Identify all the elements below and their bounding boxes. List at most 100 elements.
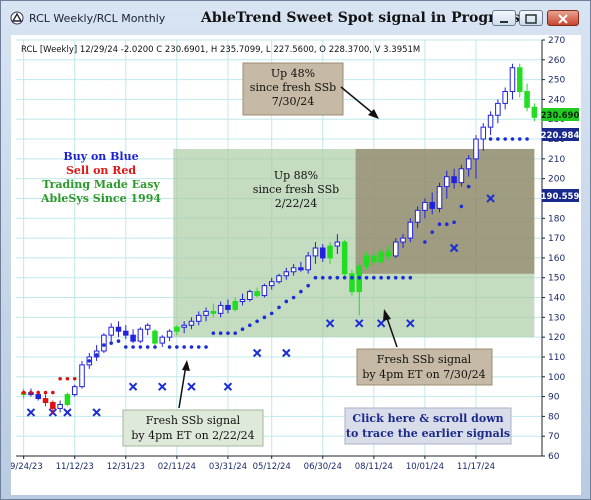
candle <box>320 244 326 262</box>
candle <box>152 329 158 346</box>
buy-dot <box>211 331 216 335</box>
x-tick-label: 08/11/24 <box>355 462 393 472</box>
candle <box>341 240 348 278</box>
exit-x-mark <box>63 408 72 417</box>
buy-dot <box>218 331 223 335</box>
candlesticks <box>20 63 538 415</box>
buy-dot <box>153 345 157 349</box>
candle <box>101 333 107 353</box>
sell-dot <box>58 376 62 381</box>
exit-x-mark <box>252 348 262 358</box>
candle <box>509 63 516 100</box>
candle <box>174 325 180 336</box>
minimize-button[interactable] <box>492 10 516 26</box>
buy-dot <box>445 222 449 227</box>
candle <box>268 277 275 290</box>
candle <box>239 293 246 306</box>
legend-sell: Sell on Red <box>66 164 136 177</box>
candle <box>159 335 166 348</box>
signal-marks <box>26 194 495 417</box>
candle <box>422 198 428 219</box>
x-tick-label: 11/17/24 <box>457 462 495 472</box>
sell-dot <box>72 376 77 381</box>
candle <box>334 234 341 254</box>
buy-dot <box>94 353 99 357</box>
candle <box>436 182 443 213</box>
sell-dot <box>65 376 70 381</box>
candle <box>429 192 435 215</box>
buy-dot <box>87 359 92 363</box>
candle <box>195 311 202 326</box>
buy-dot <box>102 343 106 347</box>
buy-dot <box>372 275 376 280</box>
x-axis: 09/24/23 11/12/23 12/31/23 02/11/24 03/31/24… <box>11 456 495 472</box>
scroll-hint-button[interactable]: Click here & scroll down to trace the ea… <box>344 407 512 445</box>
buy-dot <box>459 204 464 209</box>
buy-dot <box>277 305 281 310</box>
buy-dot <box>379 275 383 280</box>
buy-dot <box>262 315 267 320</box>
candle <box>261 283 268 298</box>
candle <box>276 273 282 284</box>
buy-dot <box>131 345 135 349</box>
buy-dot <box>320 275 325 280</box>
up48-line2: since fresh SSb <box>250 81 336 94</box>
buy-dot <box>233 331 238 335</box>
buy-dot <box>299 289 303 294</box>
y-tick-label: 180 <box>548 214 565 224</box>
up88-line3: 2/22/24 <box>275 197 317 210</box>
candle <box>407 218 414 243</box>
close-button[interactable] <box>547 10 579 26</box>
buy-dot <box>182 345 186 349</box>
x-tick-label: 12/31/23 <box>107 462 145 472</box>
buy-dot <box>510 137 515 141</box>
candle <box>79 360 85 389</box>
chart-title: AbleTrend Sweet Spot signal in Progress <box>201 10 521 26</box>
legend-since: AbleSys Since 1994 <box>40 192 161 205</box>
candle <box>137 327 144 344</box>
annotation-up88: Up 88% since fresh SSb 2/22/24 <box>253 169 339 210</box>
candle <box>349 269 355 296</box>
arrow-ssb-feb <box>178 364 187 409</box>
sell-dot <box>51 390 55 395</box>
price-tag-level-b-text: 190.559 <box>541 192 580 202</box>
buy-dot <box>116 339 121 343</box>
y-tick-label: 200 <box>548 175 565 185</box>
y-tick-label: 170 <box>548 234 565 244</box>
exit-x-mark <box>158 382 167 391</box>
buy-dot <box>335 275 340 280</box>
legend-buy: Buy on Blue <box>63 150 138 163</box>
candle <box>480 123 487 151</box>
legend-slogan: Trading Made Easy <box>42 178 160 191</box>
ssb-feb-line1: Fresh SSb signal <box>146 414 241 427</box>
candle <box>188 317 195 330</box>
candle <box>371 251 377 266</box>
ssb-jul-line1: Fresh SSb signal <box>377 353 472 366</box>
buy-dot <box>452 220 456 225</box>
buy-dot <box>306 283 310 288</box>
candle <box>524 83 530 112</box>
price-chart[interactable]: 6070809010011012013014015016017018019020… <box>11 35 581 495</box>
candle <box>531 103 538 122</box>
buy-dot <box>167 345 172 349</box>
buy-dot <box>313 275 318 280</box>
scroll-hint-line2: to trace the earlier signals <box>346 427 510 440</box>
candle <box>254 287 260 298</box>
buy-dot <box>496 137 500 141</box>
y-tick-label: 60 <box>548 452 560 462</box>
candle <box>283 267 290 280</box>
buy-dot <box>386 275 391 280</box>
candle <box>64 392 71 407</box>
candle <box>210 303 217 318</box>
maximize-button[interactable] <box>519 10 543 26</box>
y-tick-label: 250 <box>548 76 565 86</box>
buy-dot <box>109 341 113 345</box>
buy-dot <box>350 275 354 280</box>
buy-dot <box>226 331 230 335</box>
candle <box>57 400 63 413</box>
y-tick-label: 70 <box>548 432 560 442</box>
y-tick-label: 80 <box>548 412 560 422</box>
buy-dot <box>466 184 471 189</box>
arrow-ssb-jul <box>385 314 398 348</box>
